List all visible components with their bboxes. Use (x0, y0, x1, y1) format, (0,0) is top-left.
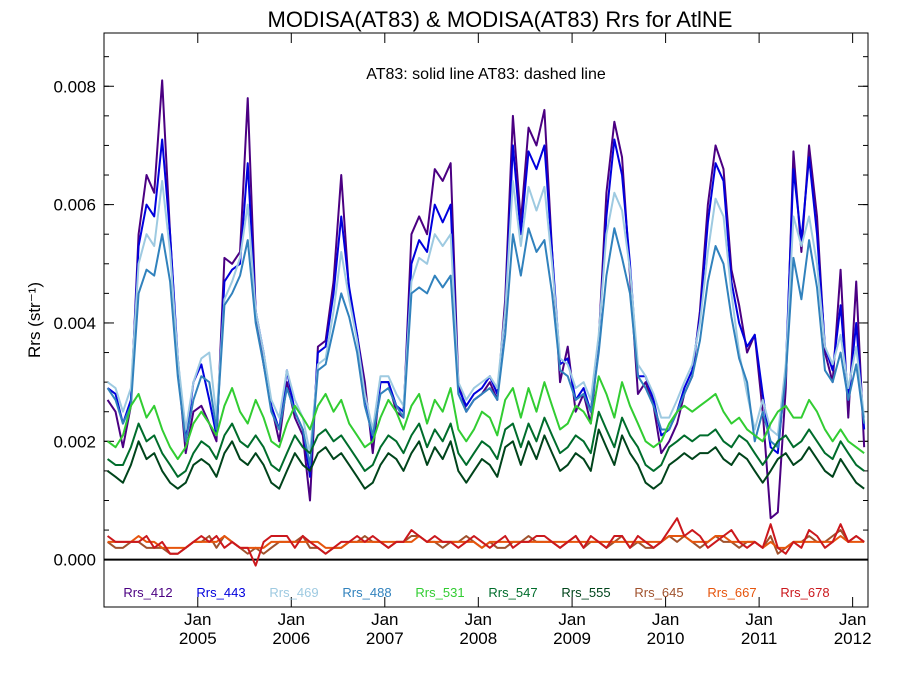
x-tick-label-year: 2010 (647, 629, 685, 648)
x-tick-label-year: 2006 (272, 629, 310, 648)
x-tick-label-month: Jan (745, 610, 772, 629)
legend-entry: Rrs_645 (634, 585, 683, 600)
legend-entry: Rrs_469 (269, 585, 318, 600)
legend-entry: Rrs_555 (561, 585, 610, 600)
line-style-annotation: AT83: solid line AT83: dashed line (366, 66, 606, 83)
x-tick-label-month: Jan (184, 610, 211, 629)
y-tick-label: 0.006 (53, 196, 96, 215)
legend-entry: Rrs_412 (123, 585, 172, 600)
legend-entry: Rrs_547 (488, 585, 537, 600)
x-tick-label-month: Jan (278, 610, 305, 629)
legend-entry: Rrs_667 (707, 585, 756, 600)
x-tick-label-year: 2007 (366, 629, 404, 648)
legend-entry: Rrs_531 (415, 585, 464, 600)
series-line-rrs-555 (106, 428, 865, 490)
series-line-rrs-488 (106, 227, 866, 466)
y-tick-label: 0.008 (53, 77, 96, 96)
series-line-rrs-547 (106, 410, 865, 478)
x-tick-label-month: Jan (371, 610, 398, 629)
series-line-rrs-678 (106, 517, 865, 567)
x-tick-label-year: 2012 (834, 629, 872, 648)
y-axis-label: Rrs (str⁻¹) (25, 282, 44, 358)
x-tick-label-year: 2005 (179, 629, 217, 648)
series-line-rrs-412 (106, 79, 866, 520)
x-tick-label-year: 2008 (459, 629, 497, 648)
x-tick-label-month: Jan (839, 610, 866, 629)
chart-title: MODISA(AT83) & MODISA(AT83) Rrs for AtlN… (268, 7, 733, 32)
series-line-rrs-469 (106, 179, 866, 455)
x-tick-label-month: Jan (652, 610, 679, 629)
legend-entry: Rrs_488 (342, 585, 391, 600)
y-tick-label: 0.002 (53, 432, 96, 451)
legend-entry: Rrs_443 (196, 585, 245, 600)
series-line-rrs-443 (106, 138, 866, 478)
x-tick-label-month: Jan (465, 610, 492, 629)
x-tick-label-year: 2011 (741, 629, 778, 648)
x-tick-label-year: 2009 (553, 629, 591, 648)
y-tick-label: 0.004 (53, 314, 96, 333)
series-line-rrs-531 (106, 375, 865, 461)
x-tick-label-month: Jan (558, 610, 585, 629)
plot-area: 0.0000.0020.0040.0060.008Jan2005Jan2006J… (25, 32, 872, 648)
y-tick-label: 0.000 (53, 551, 96, 570)
legend-entry: Rrs_678 (780, 585, 829, 600)
plot-frame (103, 32, 869, 608)
